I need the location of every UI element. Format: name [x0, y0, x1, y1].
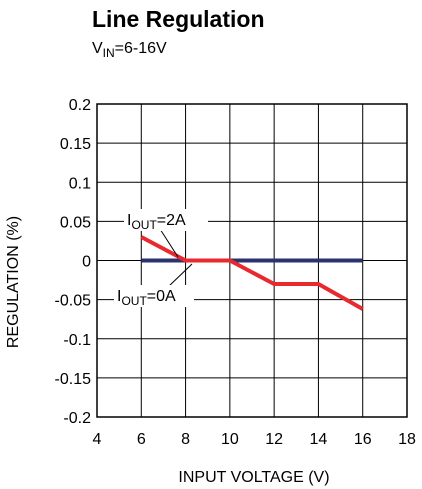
series-label-iout-2a-sub: OUT	[131, 218, 157, 232]
x-tick-label-2: 8	[181, 431, 190, 448]
x-tick-label-0: 4	[93, 431, 102, 448]
plot-frame	[96, 103, 408, 418]
y-tick-label-1: 0.15	[60, 136, 91, 153]
leader-line-iout-0a	[167, 263, 193, 288]
y-tick-label-6: -0.1	[63, 332, 91, 349]
x-axis-label: INPUT VOLTAGE (V)	[178, 469, 329, 486]
annotations: IOUT=2A IOUT=0A	[114, 209, 208, 308]
condition-rest: =6-16V	[115, 40, 167, 57]
y-tick-labels: 0.2 0.15 0.1 0.05 0 -0.05 -0.1 -0.15 -0.2	[55, 97, 92, 427]
label-backdrop-iout-2a	[124, 209, 208, 231]
y-axis-label: REGULATION (%)	[5, 216, 22, 348]
y-tick-label-5: -0.05	[55, 293, 92, 310]
y-tick-label-3: 0.05	[60, 214, 91, 231]
x-tick-labels: 4 6 8 10 12 14 16 18	[93, 431, 416, 448]
condition-main: V	[92, 40, 103, 57]
series-label-iout-2a-main: I	[127, 212, 131, 229]
y-tick-label-4: 0	[82, 254, 91, 271]
chart-condition: VIN=6-16V	[92, 40, 167, 60]
chart-title: Line Regulation	[92, 6, 265, 32]
y-tick-label-0: 0.2	[69, 97, 91, 114]
x-tick-label-7: 18	[398, 431, 416, 448]
series-label-iout-0a-rest: =0A	[147, 288, 176, 305]
series-label-iout-0a-sub: OUT	[121, 294, 147, 308]
y-tick-label-2: 0.1	[69, 175, 91, 192]
series-label-iout-2a-rest: =2A	[157, 212, 186, 229]
x-tick-label-5: 14	[310, 431, 328, 448]
series-label-iout-0a-main: I	[117, 288, 121, 305]
leader-line-iout-2a	[159, 228, 179, 258]
x-tick-label-4: 12	[265, 431, 283, 448]
y-tick-label-8: -0.2	[63, 410, 91, 427]
plot-border	[96, 103, 408, 418]
series-label-iout-0a: IOUT=0A	[117, 288, 176, 308]
x-tick-label-3: 10	[221, 431, 239, 448]
condition-sub: IN	[103, 46, 115, 60]
y-tick-label-7: -0.15	[55, 371, 92, 388]
x-tick-label-6: 16	[354, 431, 372, 448]
label-backdrop-iout-0a	[114, 285, 194, 307]
series-label-iout-2a: IOUT=2A	[127, 212, 186, 232]
x-tick-label-1: 6	[137, 431, 146, 448]
